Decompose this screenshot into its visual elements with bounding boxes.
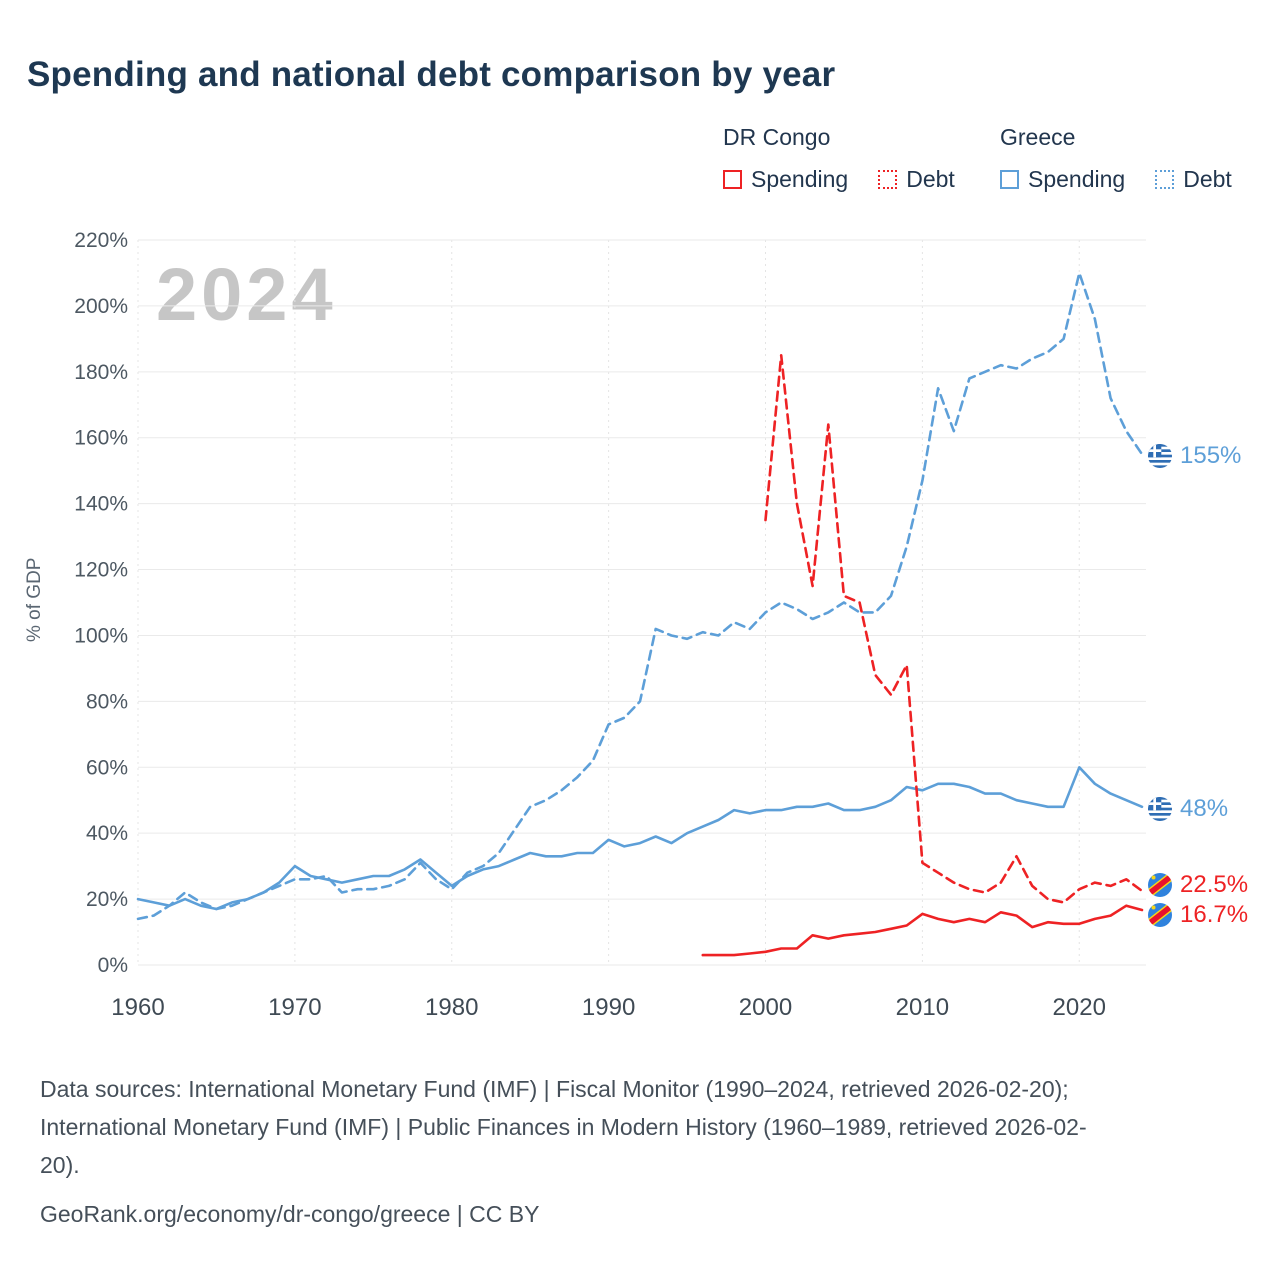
end-label-value: 22.5% [1180,871,1249,898]
legend-row: Spending Debt [723,166,955,193]
y-tick-label: 20% [86,888,128,911]
legend-label: Spending [1028,166,1126,192]
y-tick-label: 180% [74,361,128,384]
x-tick-label: 2000 [739,994,792,1021]
debt-line-swatch-icon [878,170,898,189]
y-tick-label: 140% [74,493,128,516]
legend-row: Spending Debt [1000,166,1232,193]
legend-label: Spending [751,166,849,192]
legend-country-dr-congo: DR Congo [723,124,831,150]
greece-spending-line [136,766,1144,911]
x-tick-label: 2010 [896,994,949,1021]
legend-country-greece: Greece [1000,124,1076,150]
legend-item-greece-debt[interactable]: Debt [1155,166,1232,193]
y-tick-label: 100% [74,624,128,647]
y-tick-label: 40% [86,822,128,845]
end-label-greece-debt: 155% [1148,442,1241,470]
x-tick-label: 1970 [268,994,321,1021]
legend-item-dr-congo-spending[interactable]: Spending [723,166,848,193]
dr-congo-debt-line [764,354,1144,904]
y-tick-label: 220% [74,229,128,252]
y-tick-label: 60% [86,756,128,779]
dr-congo-flag-icon [1148,903,1172,927]
debt-line-swatch-icon [1155,170,1175,189]
data-sources-line: International Monetary Fund (IMF) | Publ… [40,1114,1087,1140]
greece-debt-line [136,271,1144,921]
attribution-link: GeoRank.org/economy/dr-congo/greece | CC… [40,1201,540,1227]
end-label-value: 155% [1180,442,1242,469]
end-label-greece-spending: 48% [1148,795,1228,823]
data-sources-line: Data sources: International Monetary Fun… [40,1076,1069,1102]
y-tick-label: 0% [98,954,128,977]
greece-flag-icon [1148,797,1172,821]
legend-label: Debt [1183,166,1232,192]
x-tick-label: 1960 [111,994,164,1021]
end-label-dr-congo-spending: 16.7% [1148,901,1248,929]
page-title: Spending and national debt comparison by… [27,55,836,94]
end-label-value: 16.7% [1180,901,1249,928]
x-tick-label: 2020 [1053,994,1106,1021]
dr-congo-flag-icon [1148,873,1172,897]
end-label-value: 48% [1180,795,1229,822]
greece-flag-icon [1148,444,1172,468]
y-axis-label: % of GDP [24,557,45,643]
footer: Data sources: International Monetary Fun… [40,1070,1087,1233]
y-tick-label: 160% [74,427,128,450]
end-label-dr-congo-debt: 22.5% [1148,871,1248,899]
data-sources-line: 20). [40,1152,80,1178]
legend-label: Debt [906,166,955,192]
legend-group-greece: Greece Spending Debt [1000,124,1232,193]
legend-item-dr-congo-debt[interactable]: Debt [878,166,955,193]
year-watermark: 2024 [156,253,337,336]
y-tick-label: 120% [74,559,128,582]
dr-congo-spending-line [701,904,1144,957]
spending-line-swatch-icon [723,170,742,189]
spending-line-swatch-icon [1000,170,1019,189]
x-tick-label: 1980 [425,994,478,1021]
y-tick-label: 200% [74,295,128,318]
legend-group-dr-congo: DR Congo Spending Debt [723,124,955,193]
x-tick-label: 1990 [582,994,635,1021]
legend-item-greece-spending[interactable]: Spending [1000,166,1125,193]
y-tick-label: 80% [86,690,128,713]
